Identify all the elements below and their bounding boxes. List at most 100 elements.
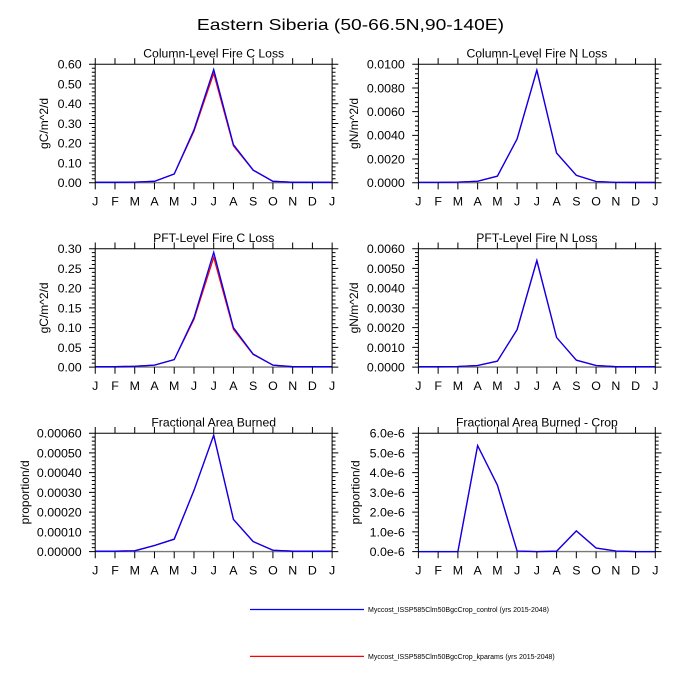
svg-text:J: J	[191, 379, 197, 393]
svg-text:D: D	[308, 195, 317, 209]
svg-text:0.10: 0.10	[58, 321, 82, 335]
svg-text:J: J	[329, 195, 335, 209]
svg-text:S: S	[249, 563, 257, 577]
svg-text:0.0000: 0.0000	[367, 361, 405, 375]
svg-text:A: A	[473, 195, 482, 209]
svg-text:J: J	[534, 195, 540, 209]
svg-text:O: O	[268, 195, 278, 209]
svg-text:Eastern Siberia (50-66.5N,90-1: Eastern Siberia (50-66.5N,90-140E)	[197, 16, 504, 34]
svg-text:J: J	[514, 379, 520, 393]
svg-text:J: J	[415, 195, 421, 209]
svg-text:Fractional Area Burned - Crop: Fractional Area Burned - Crop	[456, 415, 618, 429]
svg-text:D: D	[631, 563, 640, 577]
svg-text:J: J	[191, 195, 197, 209]
svg-text:Myccost_ISSP585Clm50BgcCrop_co: Myccost_ISSP585Clm50BgcCrop_control (yrs…	[368, 607, 549, 614]
svg-text:Myccost_ISSP585Clm50BgcCrop_kp: Myccost_ISSP585Clm50BgcCrop_kparams (yrs…	[368, 654, 555, 661]
svg-text:proportion/d: proportion/d	[18, 460, 32, 524]
svg-text:J: J	[534, 563, 540, 577]
svg-text:gC/m^2/d: gC/m^2/d	[37, 282, 51, 333]
svg-text:M: M	[492, 379, 502, 393]
svg-text:J: J	[415, 379, 421, 393]
svg-text:M: M	[453, 195, 463, 209]
svg-text:M: M	[130, 195, 140, 209]
svg-text:A: A	[150, 563, 159, 577]
svg-text:A: A	[229, 195, 238, 209]
svg-text:0.0000: 0.0000	[367, 176, 405, 190]
svg-text:0.00000: 0.00000	[37, 545, 82, 559]
svg-text:J: J	[211, 195, 217, 209]
svg-text:J: J	[415, 563, 421, 577]
svg-text:M: M	[169, 563, 179, 577]
svg-text:M: M	[130, 563, 140, 577]
svg-text:A: A	[150, 195, 159, 209]
svg-text:0.0060: 0.0060	[367, 242, 405, 256]
svg-text:J: J	[652, 195, 658, 209]
svg-text:J: J	[92, 379, 98, 393]
svg-text:0.00020: 0.00020	[37, 506, 82, 520]
svg-text:0.50: 0.50	[58, 77, 82, 91]
svg-text:N: N	[288, 563, 297, 577]
svg-text:S: S	[572, 563, 580, 577]
svg-text:N: N	[611, 379, 620, 393]
svg-text:F: F	[111, 563, 119, 577]
svg-text:0.00040: 0.00040	[37, 466, 82, 480]
svg-text:0.0040: 0.0040	[367, 282, 405, 296]
svg-text:gC/m^2/d: gC/m^2/d	[37, 98, 51, 149]
svg-text:Column-Level Fire C Loss: Column-Level Fire C Loss	[143, 46, 284, 60]
svg-text:J: J	[534, 379, 540, 393]
svg-text:J: J	[329, 563, 335, 577]
svg-text:F: F	[434, 563, 442, 577]
svg-text:F: F	[111, 379, 119, 393]
svg-text:N: N	[611, 195, 620, 209]
svg-text:PFT-Level Fire N Loss: PFT-Level Fire N Loss	[476, 231, 597, 245]
svg-text:0.00: 0.00	[58, 361, 82, 375]
svg-text:5.0e-6: 5.0e-6	[370, 446, 405, 460]
svg-text:Fractional Area Burned: Fractional Area Burned	[151, 415, 276, 429]
svg-text:J: J	[191, 563, 197, 577]
svg-text:A: A	[150, 379, 159, 393]
svg-text:D: D	[631, 379, 640, 393]
svg-text:J: J	[329, 379, 335, 393]
svg-text:N: N	[288, 195, 297, 209]
svg-text:J: J	[514, 563, 520, 577]
svg-text:J: J	[211, 563, 217, 577]
svg-text:A: A	[473, 379, 482, 393]
svg-text:N: N	[611, 563, 620, 577]
svg-text:O: O	[268, 563, 278, 577]
svg-text:A: A	[229, 563, 238, 577]
svg-text:F: F	[111, 195, 119, 209]
svg-text:0.00050: 0.00050	[37, 446, 82, 460]
svg-text:M: M	[453, 563, 463, 577]
svg-text:0.20: 0.20	[58, 282, 82, 296]
svg-text:gN/m^2/d: gN/m^2/d	[347, 282, 361, 333]
svg-text:0.0030: 0.0030	[367, 301, 405, 315]
svg-text:M: M	[130, 379, 140, 393]
svg-text:0.0e-6: 0.0e-6	[370, 545, 405, 559]
svg-text:4.0e-6: 4.0e-6	[370, 466, 405, 480]
svg-text:0.0010: 0.0010	[367, 341, 405, 355]
svg-text:0.60: 0.60	[58, 58, 82, 72]
svg-text:0.0060: 0.0060	[367, 105, 405, 119]
svg-text:M: M	[492, 563, 502, 577]
svg-text:D: D	[631, 195, 640, 209]
svg-text:N: N	[288, 379, 297, 393]
svg-text:A: A	[552, 563, 561, 577]
svg-text:M: M	[169, 379, 179, 393]
svg-text:O: O	[591, 379, 601, 393]
svg-text:gN/m^2/d: gN/m^2/d	[347, 98, 361, 149]
svg-text:0.05: 0.05	[58, 341, 82, 355]
svg-text:0.00010: 0.00010	[37, 525, 82, 539]
svg-text:F: F	[434, 379, 442, 393]
svg-text:1.0e-6: 1.0e-6	[370, 525, 405, 539]
svg-text:J: J	[211, 379, 217, 393]
svg-text:M: M	[492, 195, 502, 209]
svg-text:0.15: 0.15	[58, 301, 82, 315]
svg-text:S: S	[572, 379, 580, 393]
svg-text:J: J	[92, 563, 98, 577]
svg-text:0.30: 0.30	[58, 242, 82, 256]
svg-text:J: J	[652, 379, 658, 393]
svg-text:S: S	[572, 195, 580, 209]
svg-text:0.0020: 0.0020	[367, 321, 405, 335]
svg-text:6.0e-6: 6.0e-6	[370, 427, 405, 441]
svg-text:A: A	[473, 563, 482, 577]
